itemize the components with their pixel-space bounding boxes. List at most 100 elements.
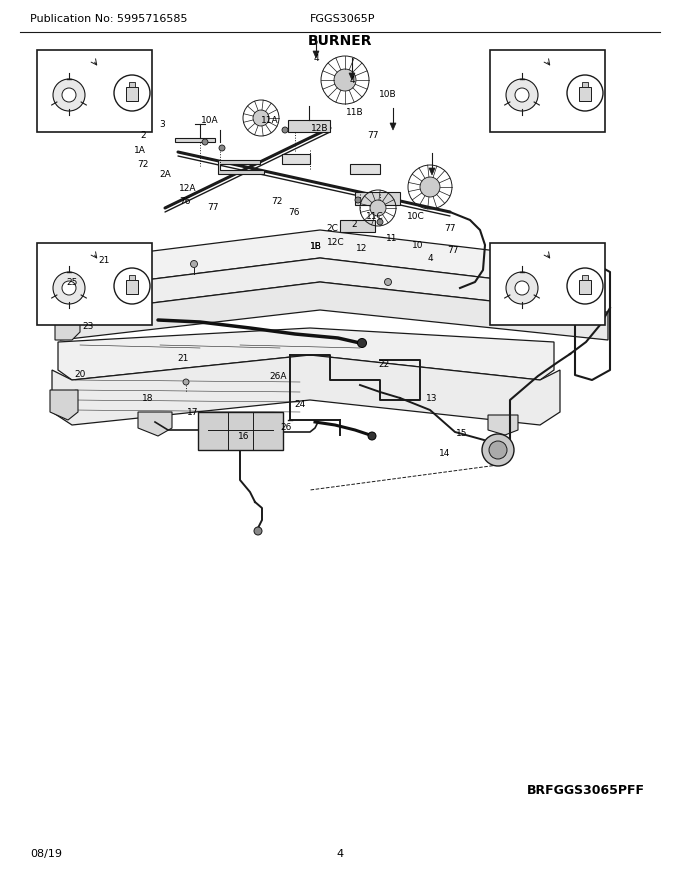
Bar [582,275,588,280]
Bar [579,280,591,294]
Text: 11C: 11C [366,211,384,221]
Circle shape [515,88,529,102]
Text: 4: 4 [494,280,500,289]
Circle shape [53,79,85,111]
Text: 47: 47 [126,294,137,303]
Circle shape [567,268,603,304]
Text: 24: 24 [294,400,305,408]
Text: 44: 44 [542,58,554,67]
Text: 11C: 11C [494,248,519,261]
Polygon shape [60,282,608,340]
Text: 10B: 10B [379,90,397,99]
Text: 1B: 1B [310,241,322,251]
Circle shape [482,434,514,466]
Text: 12: 12 [356,244,368,253]
Polygon shape [65,230,590,288]
Text: 2: 2 [140,130,146,140]
Circle shape [253,110,269,126]
Text: 77: 77 [207,202,219,211]
Text: 11B: 11B [41,55,66,68]
Text: 72: 72 [137,159,149,168]
Text: 1A: 1A [134,145,146,155]
Polygon shape [218,160,264,174]
Text: 1B: 1B [310,241,322,251]
Text: 77: 77 [447,246,459,254]
Text: 4: 4 [494,86,500,96]
Bar [37,50,152,132]
Polygon shape [288,120,330,132]
Polygon shape [355,192,400,205]
Text: 16: 16 [238,431,250,441]
Text: 15: 15 [456,429,468,437]
Text: 72: 72 [271,196,283,206]
Text: 2: 2 [351,219,357,229]
Text: 11: 11 [386,233,398,243]
Text: 44C: 44C [542,251,560,260]
Text: 17: 17 [187,407,199,416]
Circle shape [334,69,356,91]
Circle shape [420,177,440,197]
Polygon shape [175,138,215,142]
Polygon shape [58,328,554,380]
Circle shape [370,200,386,216]
Text: 20: 20 [74,370,86,378]
Polygon shape [390,123,396,130]
Circle shape [254,527,262,535]
Text: 4: 4 [313,54,319,62]
Circle shape [62,88,76,102]
Circle shape [567,75,603,111]
Bar [37,243,152,325]
Bar [490,50,605,132]
Text: 18: 18 [142,393,154,402]
Text: 10: 10 [412,240,424,250]
Bar [582,82,588,87]
Polygon shape [349,73,355,80]
Bar [198,412,283,450]
Text: 21: 21 [177,354,188,363]
Polygon shape [52,355,560,425]
Bar [490,243,605,325]
Circle shape [114,268,150,304]
Polygon shape [138,412,172,436]
Polygon shape [350,164,380,174]
Circle shape [358,339,367,348]
Circle shape [53,272,85,304]
Circle shape [114,75,150,111]
Polygon shape [429,168,435,175]
Bar [126,87,138,101]
Text: 26: 26 [280,422,292,431]
Text: FGGS3065P: FGGS3065P [310,14,375,24]
Text: 2C: 2C [326,224,338,232]
Text: 4: 4 [41,280,47,289]
Text: 2A: 2A [159,170,171,179]
Polygon shape [340,220,375,232]
Circle shape [355,197,361,203]
Text: 23: 23 [82,321,94,331]
Text: 08/19: 08/19 [30,849,62,859]
Polygon shape [282,154,310,164]
Polygon shape [313,51,319,58]
Text: BURNER: BURNER [308,34,372,48]
Text: 77: 77 [444,224,456,232]
Text: 11: 11 [494,55,510,68]
Text: 10A: 10A [201,115,219,124]
Bar [126,280,138,294]
Text: 12A: 12A [180,184,197,193]
Text: 10C: 10C [407,211,425,221]
Text: 11A: 11A [261,115,279,124]
Text: 47: 47 [579,294,591,303]
Circle shape [377,219,383,225]
Bar [579,87,591,101]
Polygon shape [488,415,518,435]
Circle shape [282,127,288,133]
Text: 13: 13 [426,393,438,402]
Circle shape [202,139,208,145]
Circle shape [384,278,392,285]
Text: 44A: 44A [89,251,106,260]
Bar [129,82,135,87]
Text: 47: 47 [579,100,591,109]
Polygon shape [55,310,80,340]
Circle shape [368,432,376,440]
Text: Publication No: 5995716585: Publication No: 5995716585 [30,14,188,24]
Text: 4: 4 [41,86,47,96]
